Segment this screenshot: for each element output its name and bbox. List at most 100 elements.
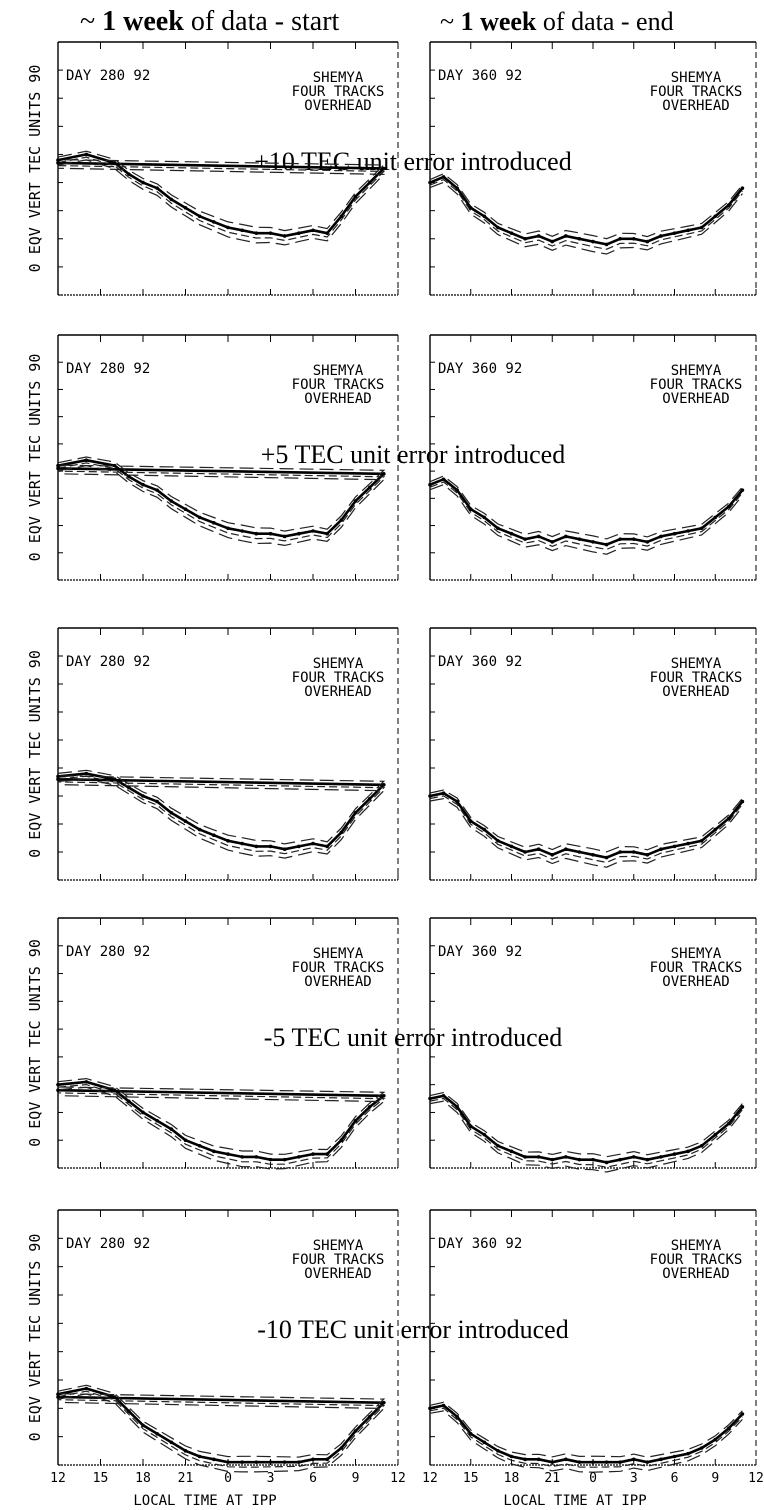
- data-point: [226, 1152, 230, 1156]
- data-point: [564, 534, 568, 539]
- data-point: [523, 1457, 527, 1462]
- data-point: [297, 1460, 301, 1464]
- data-point: [645, 1460, 650, 1464]
- data-point: [155, 799, 159, 804]
- data-point: [254, 531, 259, 536]
- data-point: [112, 1088, 117, 1093]
- data-point: [428, 482, 432, 487]
- data-point: [353, 1118, 358, 1123]
- data-point: [618, 537, 622, 541]
- data-point: [84, 152, 89, 157]
- data-point: [311, 1152, 315, 1156]
- station-overhead: OVERHEAD: [662, 974, 729, 990]
- data-point: [155, 1432, 159, 1436]
- data-point: [455, 799, 459, 804]
- data-point: [496, 1449, 500, 1453]
- data-point: [631, 1155, 636, 1159]
- data-point: [727, 1426, 731, 1430]
- x-tick-label: 12: [50, 1471, 66, 1486]
- data-point: [740, 1412, 745, 1416]
- day-label: DAY 360 92: [438, 944, 522, 960]
- data-point: [127, 172, 131, 176]
- data-point: [155, 1118, 159, 1123]
- data-point: [727, 1121, 731, 1126]
- data-point: [699, 526, 704, 531]
- data-point: [325, 531, 329, 536]
- data-point: [169, 197, 174, 202]
- column-header-end: ~ 1 week of data - end: [440, 7, 674, 36]
- data-point: [56, 158, 60, 162]
- x-tick-label: 3: [267, 1471, 275, 1486]
- data-point: [254, 844, 259, 849]
- data-point: [56, 466, 60, 471]
- data-point: [564, 847, 568, 851]
- data-point: [577, 1460, 582, 1464]
- data-point: [672, 844, 677, 849]
- data-point: [686, 529, 690, 533]
- data-point: [482, 1132, 487, 1137]
- data-point: [496, 225, 500, 230]
- station-overhead: OVERHEAD: [304, 391, 371, 407]
- data-point: [382, 472, 386, 476]
- data-point: [282, 1460, 287, 1464]
- data-point: [240, 1155, 244, 1159]
- series-line: [429, 1094, 744, 1164]
- data-point: [268, 1157, 273, 1162]
- data-point: [268, 231, 273, 235]
- data-point: [441, 791, 446, 795]
- series-track: [429, 1407, 743, 1468]
- data-point: [740, 799, 745, 804]
- series-track: [429, 178, 743, 250]
- data-point: [169, 811, 174, 815]
- data-point: [282, 1157, 287, 1162]
- data-point: [127, 1409, 131, 1413]
- x-tick-label: 6: [671, 1471, 679, 1486]
- data-point: [282, 534, 287, 539]
- error-annotation: +5 TEC unit error introduced: [261, 440, 565, 469]
- data-point: [226, 526, 230, 531]
- data-point: [618, 236, 622, 241]
- data-point: [699, 1446, 704, 1450]
- series-track: [57, 778, 386, 859]
- station-name: SHEMYA: [313, 656, 364, 672]
- data-point: [240, 841, 244, 846]
- x-tick-labels: 12 15 18 21 0 3 6 9 12 12 15 18 21 0 3 6 9 12: [50, 1471, 764, 1486]
- data-point: [155, 488, 159, 492]
- day-label: DAY 360 92: [438, 68, 522, 84]
- data-point: [141, 794, 145, 798]
- data-point: [550, 1157, 555, 1162]
- data-point: [496, 1143, 500, 1148]
- data-point: [212, 220, 216, 224]
- data-point: [523, 850, 527, 854]
- data-point: [509, 1454, 514, 1459]
- day-label: DAY 280 92: [66, 361, 150, 377]
- data-point: [645, 540, 650, 544]
- x-tick-label: 3: [630, 1471, 638, 1486]
- station-tracks: FOUR TRACKS: [292, 84, 385, 100]
- data-point: [686, 841, 690, 846]
- data-point: [672, 231, 677, 235]
- station-overhead: OVERHEAD: [662, 98, 729, 114]
- series-track: [57, 769, 386, 845]
- data-point: [577, 1157, 582, 1162]
- data-point: [509, 531, 514, 536]
- data-point: [428, 1406, 432, 1411]
- data-point: [645, 239, 650, 244]
- x-tick-label: 21: [544, 1471, 560, 1486]
- data-point: [183, 819, 188, 823]
- data-point: [441, 1403, 446, 1408]
- data-point: [197, 515, 202, 520]
- x-axis-title-start: LOCAL TIME AT IPP: [133, 1493, 276, 1509]
- series-track: [429, 795, 743, 864]
- data-point: [112, 777, 117, 781]
- series-line: [429, 791, 744, 859]
- data-point: [428, 180, 432, 185]
- data-point: [325, 1152, 329, 1156]
- data-point: [56, 1392, 60, 1396]
- station-tracks: FOUR TRACKS: [650, 84, 743, 100]
- data-point: [441, 175, 446, 179]
- x-tick-label: 18: [135, 1471, 151, 1486]
- data-point: [631, 236, 636, 241]
